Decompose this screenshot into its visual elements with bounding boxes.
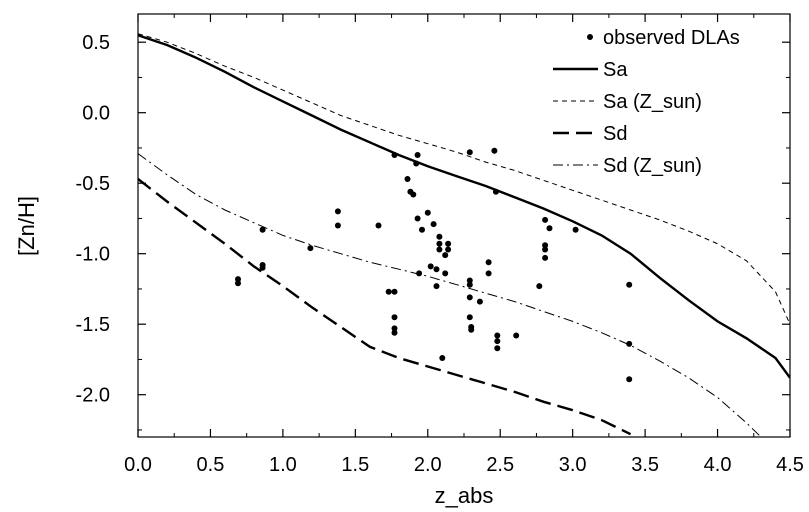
- data-point: [419, 226, 425, 233]
- data-point: [307, 245, 314, 252]
- data-point: [485, 259, 492, 266]
- data-point: [542, 246, 549, 253]
- data-point: [572, 226, 579, 233]
- data-point: [413, 160, 420, 167]
- y-tick-label: 0.5: [82, 32, 110, 54]
- y-axis-ticks: 0.5 0.0 -0.5 -1.0 -1.5 -2.0: [76, 32, 790, 431]
- x-tick-label: 2.5: [486, 454, 514, 476]
- data-point: [442, 270, 449, 277]
- series-line-sa: [138, 34, 790, 379]
- data-point: [476, 298, 483, 305]
- data-point: [466, 314, 473, 321]
- series-line-sa-z-sun: [138, 33, 790, 325]
- data-point: [427, 263, 434, 270]
- data-point: [416, 270, 423, 277]
- data-point: [334, 208, 341, 215]
- x-tick-label: 1.5: [341, 454, 369, 476]
- x-axis-label: z_abs: [435, 483, 494, 508]
- data-point: [626, 376, 633, 383]
- data-point: [436, 233, 443, 240]
- legend-label-sd-z-sun: Sd (Z_sun): [603, 155, 702, 177]
- data-point: [391, 314, 398, 321]
- data-point: [491, 147, 498, 154]
- data-point: [235, 280, 241, 287]
- data-point: [466, 281, 473, 288]
- data-point: [468, 326, 475, 333]
- series-line-sd: [138, 178, 632, 436]
- data-point: [439, 355, 446, 361]
- y-tick-label: -2.0: [76, 385, 110, 407]
- data-point: [433, 266, 440, 273]
- data-point: [466, 149, 473, 156]
- y-tick-label: -0.5: [76, 173, 110, 195]
- data-point: [404, 176, 411, 182]
- y-tick-label: 0.0: [82, 103, 110, 125]
- data-point: [391, 288, 398, 295]
- data-point: [414, 152, 421, 158]
- x-tick-label: 4.0: [704, 454, 732, 476]
- data-point: [424, 209, 431, 216]
- data-point: [375, 222, 382, 229]
- data-point: [235, 276, 241, 283]
- data-point: [385, 288, 392, 295]
- data-point: [414, 215, 421, 222]
- data-point: [542, 254, 549, 261]
- data-point: [442, 252, 449, 259]
- legend-label-sa-z-sun: Sa (Z_sun): [603, 91, 702, 113]
- legend-label-observed-dlas: observed DLAs: [603, 27, 740, 49]
- data-point: [445, 240, 452, 247]
- x-tick-label: 3.5: [631, 454, 659, 476]
- data-point: [536, 283, 543, 290]
- data-point: [492, 188, 499, 195]
- x-tick-label: 2.0: [414, 454, 442, 476]
- x-tick-label: 3.0: [559, 454, 587, 476]
- series-line-sd-z-sun: [138, 153, 762, 437]
- data-point: [410, 191, 417, 198]
- data-point: [542, 242, 549, 249]
- x-tick-label: 4.5: [776, 454, 804, 476]
- legend-symbol-observed-dlas: [587, 34, 593, 40]
- x-axis-ticks: 0.0 0.5 1.0 1.5 2.0 2.5 3.0 3.5 4.0 4.5: [124, 14, 804, 476]
- y-tick-label: -1.0: [76, 244, 110, 266]
- data-point: [334, 222, 341, 229]
- data-point: [436, 246, 443, 253]
- x-tick-label: 0.0: [124, 454, 152, 476]
- data-point: [391, 329, 398, 336]
- data-point: [513, 332, 520, 339]
- data-point: [626, 340, 633, 347]
- data-point: [391, 325, 398, 332]
- x-tick-label: 1.0: [269, 454, 297, 476]
- data-point: [430, 221, 437, 228]
- data-point: [494, 332, 501, 339]
- data-point: [542, 216, 549, 223]
- data-point: [485, 270, 492, 277]
- data-point: [436, 240, 443, 247]
- data-point: [259, 226, 266, 233]
- data-point: [391, 152, 398, 158]
- legend-label-sd: Sd: [603, 123, 627, 145]
- data-point: [494, 345, 501, 352]
- data-point: [466, 277, 473, 284]
- data-point: [259, 264, 266, 271]
- legend: observed DLAs Sa Sa (Z_sun) Sd Sd (Z_sun): [553, 27, 740, 177]
- y-tick-label: -1.5: [76, 314, 110, 336]
- data-point: [466, 294, 473, 301]
- x-tick-label: 0.5: [197, 454, 225, 476]
- data-point: [433, 283, 440, 290]
- series-layer: [138, 33, 790, 437]
- scatter-points: [235, 147, 633, 383]
- data-point: [445, 246, 452, 253]
- data-point: [626, 281, 633, 288]
- y-axis-label: [Zn/H]: [14, 196, 39, 256]
- data-point: [494, 338, 501, 345]
- data-point: [546, 225, 553, 232]
- legend-label-sa: Sa: [603, 59, 628, 81]
